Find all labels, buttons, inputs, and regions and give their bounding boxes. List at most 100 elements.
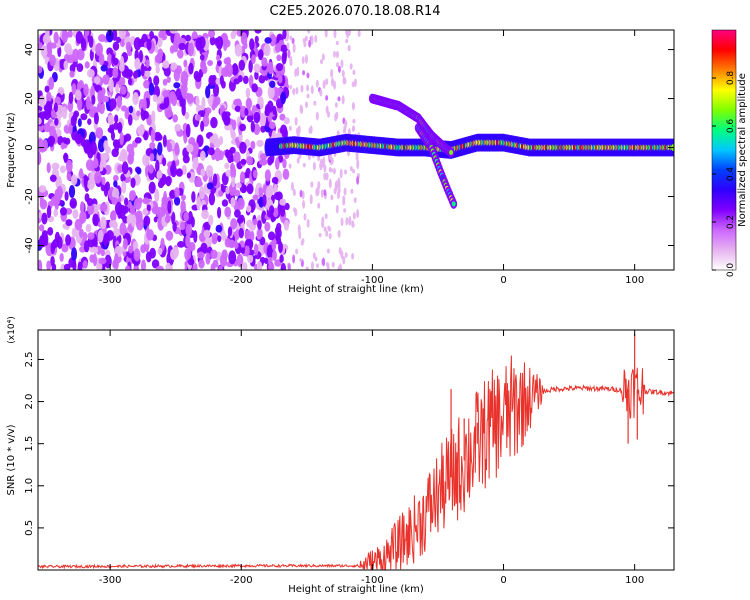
faint-speckle bbox=[331, 261, 335, 268]
faint-speckle bbox=[339, 168, 343, 179]
colorbar-ticks: 0.0 0.2 0.4 0.6 0.8 bbox=[712, 71, 736, 277]
faint-speckle bbox=[355, 151, 359, 158]
y-tick-label: 1.5 bbox=[24, 436, 35, 452]
noise-blob bbox=[269, 33, 277, 47]
noise-blob bbox=[54, 117, 59, 126]
faint-speckle bbox=[353, 78, 357, 88]
noise-blob bbox=[167, 200, 172, 214]
faint-speckle bbox=[299, 104, 303, 114]
lower-branch-core bbox=[451, 201, 456, 207]
noise-blob bbox=[175, 123, 181, 132]
noise-blob bbox=[140, 259, 146, 270]
faint-speckle bbox=[300, 85, 304, 93]
noise-blob bbox=[107, 114, 115, 125]
noise-blob bbox=[208, 214, 214, 226]
noise-blob bbox=[48, 76, 55, 90]
noise-blob bbox=[269, 205, 275, 215]
noise-blob bbox=[38, 224, 45, 232]
faint-speckle bbox=[315, 79, 319, 88]
noise-blob bbox=[92, 213, 99, 226]
faint-speckle bbox=[295, 87, 299, 95]
noise-blob bbox=[127, 50, 133, 57]
noise-blob bbox=[259, 158, 267, 166]
faint-speckle bbox=[337, 182, 341, 187]
noise-blob bbox=[277, 74, 283, 84]
spectrogram-x-axis: -300 -200 -100 0 100 bbox=[99, 30, 644, 286]
noise-blob bbox=[122, 238, 128, 250]
noise-blob bbox=[235, 182, 242, 189]
noise-blob bbox=[107, 127, 115, 134]
noise-blob bbox=[153, 216, 158, 223]
noise-blob bbox=[230, 131, 236, 140]
noise-blob bbox=[215, 224, 223, 233]
faint-speckle bbox=[342, 128, 346, 134]
noise-blob bbox=[178, 42, 187, 51]
noise-blob bbox=[253, 111, 261, 124]
faint-speckle bbox=[294, 208, 298, 217]
noise-blob bbox=[112, 228, 121, 237]
faint-speckle bbox=[329, 152, 333, 161]
faint-speckle bbox=[303, 40, 307, 48]
noise-blob bbox=[236, 217, 244, 224]
noise-blob bbox=[72, 209, 79, 219]
faint-speckle bbox=[309, 125, 313, 134]
noise-blob bbox=[185, 224, 193, 237]
faint-speckle bbox=[292, 88, 296, 96]
noise-blob bbox=[250, 120, 255, 133]
noise-blob bbox=[236, 197, 245, 210]
noise-blob bbox=[187, 42, 194, 57]
noise-blob bbox=[120, 56, 125, 69]
faint-speckle bbox=[307, 30, 311, 34]
noise-blob bbox=[129, 205, 136, 216]
faint-speckle bbox=[303, 213, 307, 221]
noise-blob bbox=[163, 190, 168, 205]
noise-blob bbox=[63, 263, 71, 270]
noise-blob bbox=[156, 134, 163, 141]
noise-blob bbox=[95, 127, 104, 139]
faint-speckle bbox=[335, 40, 339, 46]
noise-blob bbox=[249, 204, 255, 213]
noise-blob bbox=[210, 263, 216, 270]
noise-blob bbox=[69, 197, 78, 209]
snr-plot-area bbox=[38, 330, 674, 570]
noise-blob bbox=[99, 202, 108, 212]
faint-speckle bbox=[356, 159, 360, 170]
noise-blob bbox=[61, 243, 69, 253]
faint-speckle bbox=[308, 39, 312, 48]
faint-speckle bbox=[336, 62, 340, 68]
x-tick-label: -300 bbox=[99, 575, 122, 586]
noise-blob bbox=[181, 103, 186, 116]
faint-speckle bbox=[337, 229, 341, 238]
faint-speckle bbox=[330, 194, 334, 201]
noise-blob bbox=[94, 171, 102, 184]
noise-blob bbox=[120, 105, 128, 112]
noise-blob bbox=[254, 35, 259, 43]
faint-speckle bbox=[325, 78, 329, 85]
noise-blob bbox=[90, 140, 97, 155]
noise-blob bbox=[244, 107, 249, 116]
faint-speckle bbox=[291, 37, 295, 45]
noise-blob bbox=[101, 176, 106, 185]
faint-speckle bbox=[317, 202, 321, 209]
y-tick-label: 40 bbox=[24, 43, 35, 56]
faint-speckle bbox=[321, 222, 325, 228]
noise-blob bbox=[146, 204, 151, 211]
faint-speckle bbox=[287, 263, 291, 270]
noise-blob bbox=[157, 48, 164, 59]
noise-blob bbox=[246, 219, 253, 228]
noise-blob bbox=[93, 112, 99, 125]
noise-blob bbox=[137, 125, 145, 136]
noise-blob bbox=[207, 60, 214, 67]
faint-speckle bbox=[292, 43, 296, 53]
noise-blob bbox=[59, 165, 66, 174]
upper-branch-core bbox=[449, 149, 454, 155]
noise-blob bbox=[151, 200, 159, 214]
faint-speckle bbox=[310, 181, 314, 188]
noise-blob bbox=[226, 149, 233, 164]
noise-blob bbox=[261, 210, 267, 224]
noise-blob bbox=[280, 262, 287, 270]
noise-blob bbox=[98, 52, 105, 66]
noise-blob bbox=[247, 254, 254, 264]
faint-speckle bbox=[335, 111, 339, 120]
noise-blob bbox=[121, 161, 129, 175]
